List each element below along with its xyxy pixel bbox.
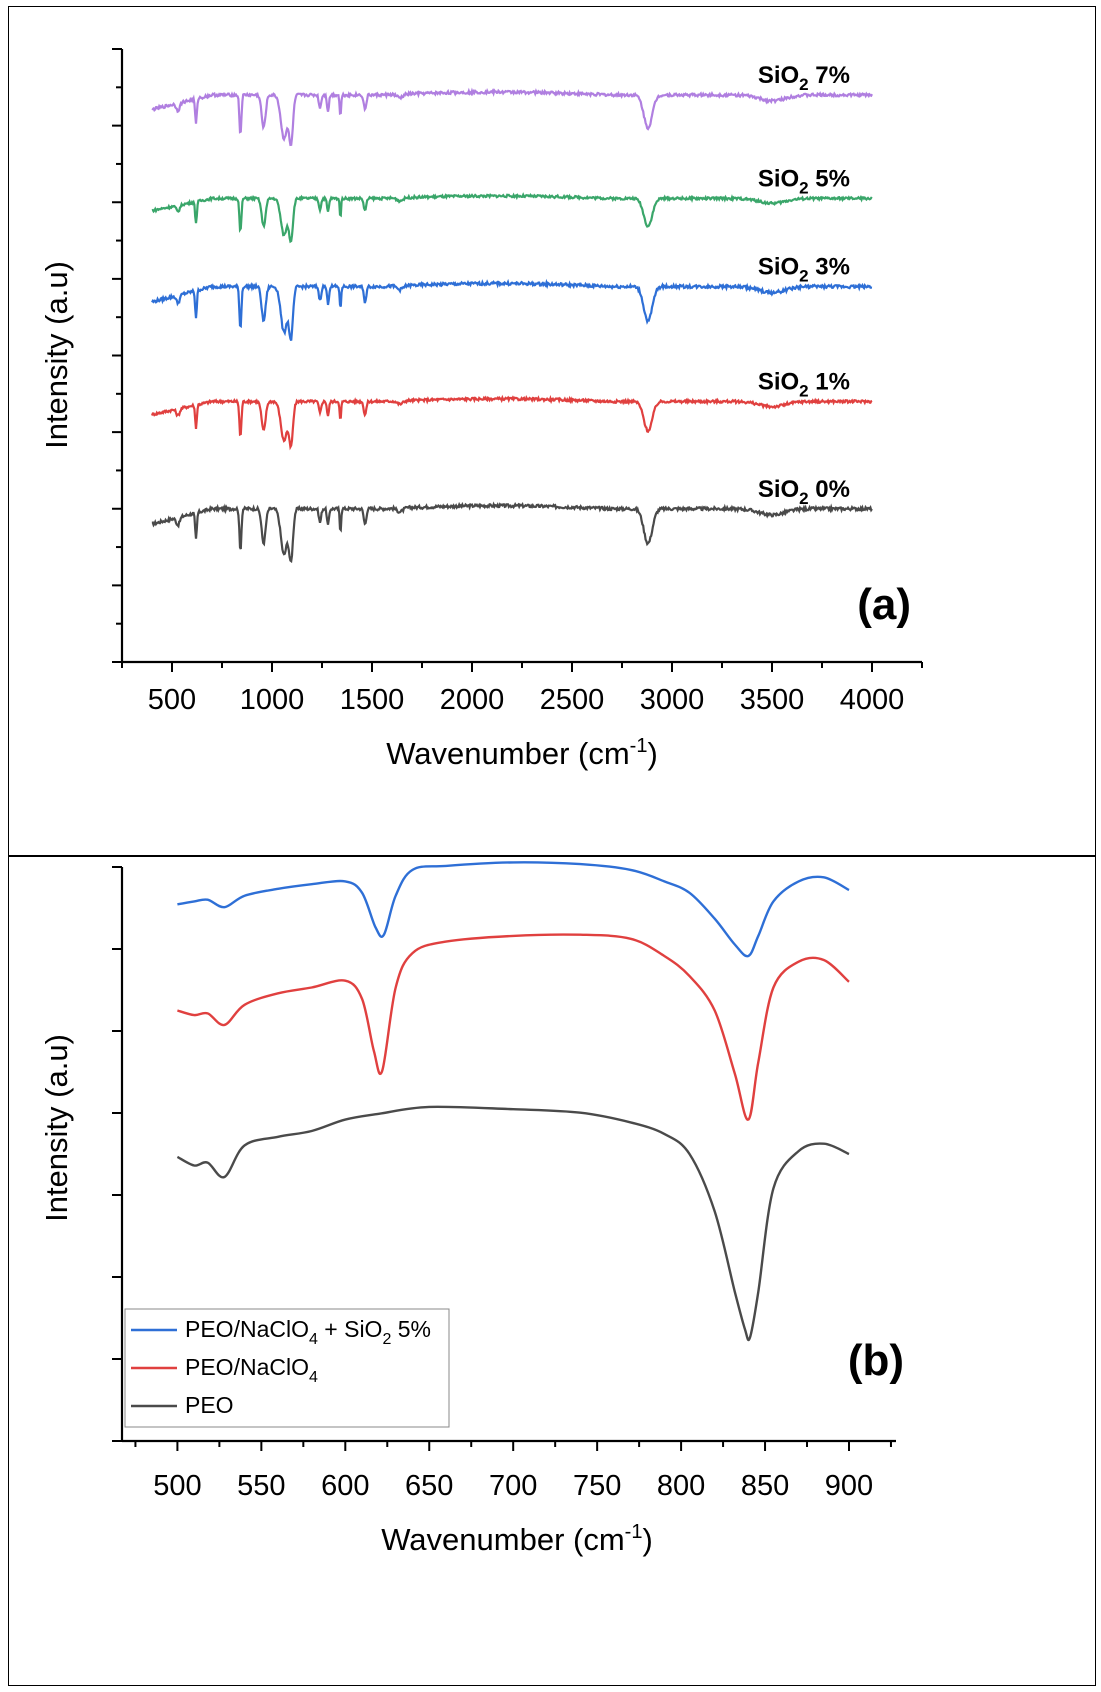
chart-a-x-tick-label: 2500 [540, 684, 605, 716]
chart-b-svg: 500 550 600 650 700 750 800 850 900 Wavenumber (c… [39, 861, 904, 1557]
chart-a-series-label: SiO2 0% [758, 476, 850, 508]
chart-a-x-tick-label: 3500 [740, 684, 805, 716]
chart-b-x-tick-label: 900 [825, 1470, 873, 1502]
chart-a-x-tick-label: 2000 [440, 684, 505, 716]
chart-b-series-line [176, 1105, 850, 1342]
chart-b-y-axis-title: Intensity (a.u) [39, 1034, 74, 1222]
chart-b-x-tick-label: 650 [405, 1470, 453, 1502]
chart-a-series-line [151, 278, 873, 341]
chart-b-legend-box [124, 1308, 450, 1428]
chart-b-x-tick-label: 550 [237, 1470, 285, 1502]
chart-a-y-axis-title: Intensity (a.u) [39, 261, 74, 449]
chart-a-series-label: SiO2 5% [758, 165, 850, 197]
chart-a-x-axis-title: Wavenumber (cm-1) [386, 735, 658, 771]
chart-b-legend-label: PEO/NaClO4 + SiO2 5% [185, 1316, 431, 1348]
panel-a-ftir-full-range: 500 1000 1500 2000 2500 3000 3500 4000 Wavenumbe… [8, 6, 1096, 856]
chart-b-legend: PEO/NaClO4 + SiO2 5% PEO/NaClO4 PEO [124, 1308, 450, 1428]
chart-b-panel-label: (b) [848, 1336, 904, 1385]
chart-a-series-line [150, 394, 873, 451]
chart-a-x-tick-label: 500 [148, 684, 196, 716]
chart-b-x-tick-label: 500 [153, 1470, 201, 1502]
chart-a-series-line [151, 501, 873, 564]
chart-a-series-line [151, 192, 873, 244]
chart-a-panel-label: (a) [857, 580, 911, 629]
chart-b-legend-label: PEO [185, 1392, 234, 1418]
chart-a-series-label: SiO2 1% [758, 368, 850, 400]
chart-b-x-tick-label: 600 [321, 1470, 369, 1502]
chart-a-x-tick-label: 1500 [340, 684, 405, 716]
chart-a-svg: 500 1000 1500 2000 2500 3000 3500 4000 Wavenumbe… [39, 48, 923, 771]
chart-b-x-tick-label: 750 [573, 1470, 621, 1502]
chart-b-x-tick-label: 800 [657, 1470, 705, 1502]
chart-a-x-tick-label: 4000 [840, 684, 905, 716]
chart-a-series-label: SiO2 7% [758, 62, 850, 94]
panel-b-ftir-low-range: 500 550 600 650 700 750 800 850 900 Wavenumber (c… [8, 856, 1096, 1686]
chart-a-series-line [151, 87, 873, 147]
chart-b-legend-label: PEO/NaClO4 [185, 1354, 318, 1386]
chart-b-series-line [177, 933, 850, 1121]
chart-b-x-tick-label: 700 [489, 1470, 537, 1502]
chart-b-series-line [177, 861, 850, 958]
chart-a-x-tick-label: 1000 [240, 684, 305, 716]
chart-b-x-axis-title: Wavenumber (cm-1) [381, 1521, 653, 1557]
chart-a-series-label: SiO2 3% [758, 254, 850, 286]
chart-b-x-tick-label: 850 [741, 1470, 789, 1502]
chart-a-x-tick-label: 3000 [640, 684, 705, 716]
